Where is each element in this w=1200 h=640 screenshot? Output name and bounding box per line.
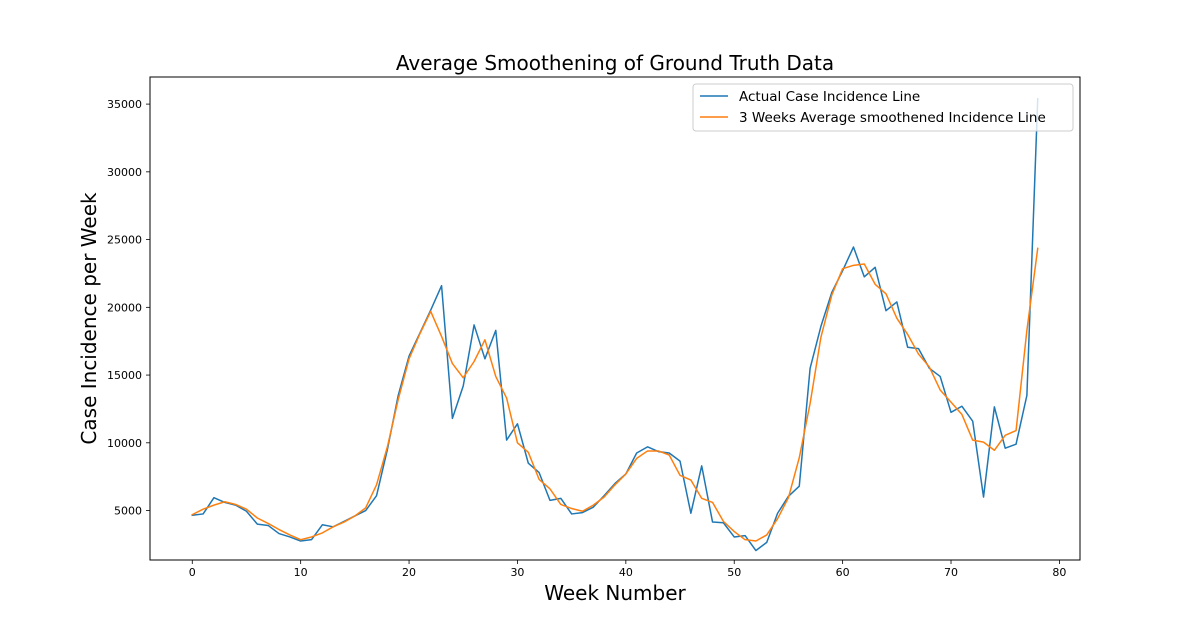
x-tick-label: 80	[1052, 566, 1066, 579]
legend: Actual Case Incidence Line 3 Weeks Avera…	[692, 83, 1074, 132]
y-tick-label: 10000	[107, 437, 142, 450]
x-tick-label: 20	[402, 566, 416, 579]
x-tick-label: 0	[189, 566, 196, 579]
legend-box	[692, 83, 1074, 132]
y-axis-ticks: 5000 10000 15000 20000 25000 30000 35000	[107, 98, 150, 518]
x-axis-ticks: 0 10 20 30 40 50 60 70 80	[189, 560, 1066, 579]
x-tick-label: 60	[836, 566, 850, 579]
x-tick-label: 40	[619, 566, 633, 579]
x-tick-label: 70	[944, 566, 958, 579]
y-tick-label: 25000	[107, 234, 142, 247]
chart-title: Average Smoothening of Ground Truth Data	[396, 51, 834, 75]
series-line-smoothed	[191, 247, 1039, 542]
y-tick-label: 20000	[107, 301, 142, 314]
series-layer	[191, 97, 1039, 552]
x-tick-label: 50	[727, 566, 741, 579]
legend-label-actual: Actual Case Incidence Line	[739, 89, 920, 105]
x-axis-title: Week Number	[544, 581, 686, 605]
y-tick-label: 15000	[107, 369, 142, 382]
x-tick-label: 30	[510, 566, 524, 579]
series-line-actual	[191, 97, 1039, 552]
y-tick-label: 5000	[114, 505, 142, 518]
plot-area	[149, 76, 1081, 561]
axes-frame	[149, 76, 1081, 561]
y-tick-label: 35000	[107, 98, 142, 111]
legend-label-smoothed: 3 Weeks Average smoothened Incidence Lin…	[739, 110, 1046, 126]
x-tick-label: 10	[294, 566, 308, 579]
y-tick-label: 30000	[107, 166, 142, 179]
y-axis-title: Case Incidence per Week	[77, 192, 101, 445]
